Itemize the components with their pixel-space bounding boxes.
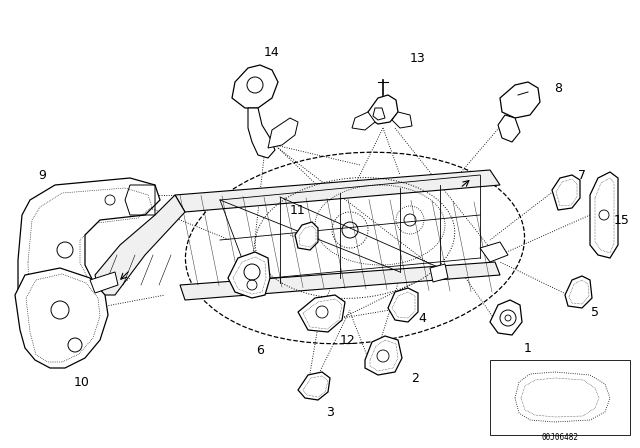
Text: 12: 12: [340, 333, 356, 346]
Polygon shape: [480, 242, 508, 262]
Text: 14: 14: [264, 46, 280, 59]
Polygon shape: [180, 262, 500, 300]
Polygon shape: [15, 268, 108, 368]
Polygon shape: [352, 112, 375, 130]
Text: 4: 4: [418, 311, 426, 324]
Polygon shape: [365, 336, 402, 375]
Text: 10: 10: [74, 375, 90, 388]
Polygon shape: [590, 172, 618, 258]
Polygon shape: [498, 115, 520, 142]
Text: 13: 13: [410, 52, 426, 65]
Text: 5: 5: [591, 306, 599, 319]
Polygon shape: [298, 295, 345, 332]
Polygon shape: [248, 108, 275, 158]
Text: 15: 15: [614, 214, 630, 227]
Polygon shape: [298, 372, 330, 400]
Polygon shape: [373, 108, 385, 120]
Polygon shape: [245, 274, 260, 292]
Text: 3: 3: [326, 405, 334, 418]
Polygon shape: [95, 195, 185, 295]
Polygon shape: [232, 65, 278, 108]
Polygon shape: [392, 112, 412, 128]
Polygon shape: [565, 276, 592, 308]
Polygon shape: [295, 222, 318, 250]
Polygon shape: [500, 82, 540, 118]
Text: 1: 1: [524, 341, 532, 354]
Text: 9: 9: [38, 168, 46, 181]
Polygon shape: [368, 95, 398, 124]
Polygon shape: [490, 300, 522, 335]
Text: 6: 6: [256, 344, 264, 357]
Polygon shape: [268, 118, 298, 148]
Polygon shape: [228, 252, 270, 298]
Polygon shape: [90, 272, 118, 293]
Text: 2: 2: [411, 371, 419, 384]
Text: 8: 8: [554, 82, 562, 95]
Polygon shape: [388, 288, 418, 322]
Polygon shape: [552, 175, 580, 210]
Text: 7: 7: [578, 168, 586, 181]
Bar: [490, 360, 630, 435]
Polygon shape: [175, 170, 500, 212]
Polygon shape: [430, 264, 448, 282]
Polygon shape: [18, 178, 160, 340]
Text: 11: 11: [290, 203, 306, 216]
Text: 00J06482: 00J06482: [541, 433, 579, 442]
